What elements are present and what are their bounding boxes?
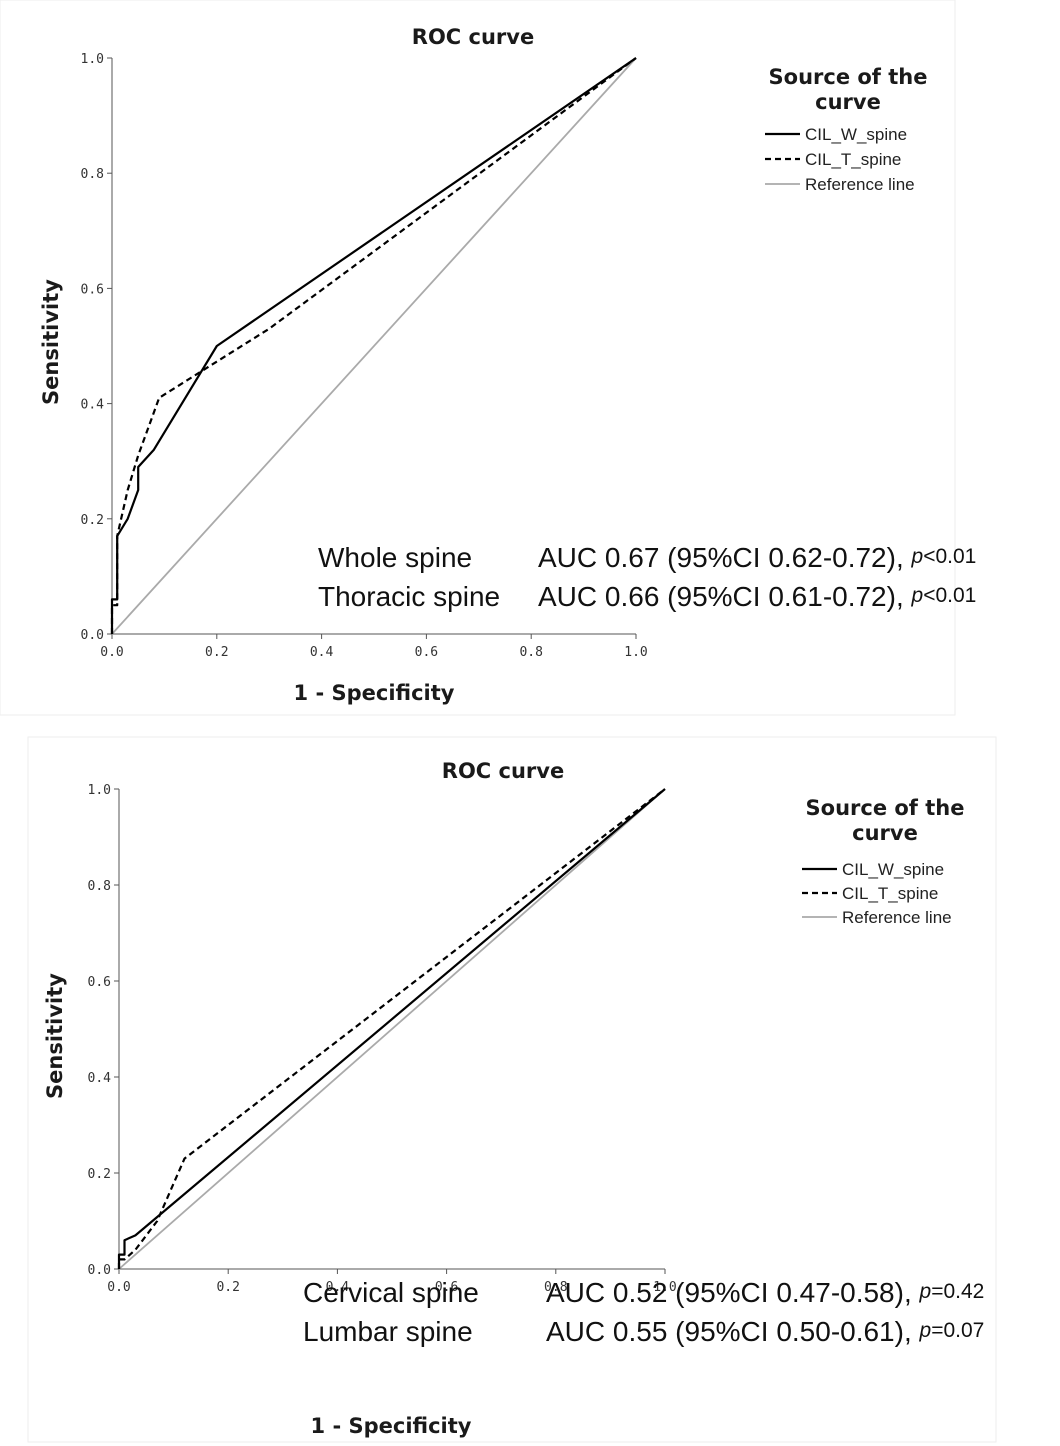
roc-chart-1: ROC curve 0.0 0.2 0.4 0.6 0.8 1.0 0.0 0.2 0.4 0.6 0…	[39, 25, 976, 705]
annotation-auc-text: AUC 0.52 (95%CI 0.47-0.58),	[546, 1277, 920, 1308]
y-tick-label: 0.2	[81, 513, 104, 528]
series-line-cil-w-spine	[110, 57, 637, 634]
legend-entry-label: CIL_T_spine	[842, 884, 938, 903]
legend-title-line-1: Source of the	[806, 796, 965, 820]
annotation-p-value: <0.01	[923, 545, 976, 568]
annotation-auc-text: AUC 0.67 (95%CI 0.62-0.72),	[538, 542, 912, 573]
x-tick-label: 0.6	[415, 645, 438, 660]
y-tick-label: 0.4	[81, 398, 105, 413]
annotation-stat: AUC 0.55 (95%CI 0.50-0.61), p=0.07	[546, 1316, 984, 1347]
annotation-p-value: <0.01	[923, 584, 976, 607]
y-axis-label: Sensitivity	[39, 279, 63, 405]
y-tick-label: 0.8	[81, 167, 104, 182]
series-line-cil-w-spine	[117, 788, 666, 1269]
series-line-reference-line	[118, 788, 666, 1270]
annotation-p-value: =0.07	[931, 1319, 984, 1342]
x-tick-label: 0.2	[216, 1280, 239, 1295]
y-tick-label: 1.0	[81, 52, 104, 67]
legend-title-line-2: curve	[852, 821, 918, 845]
legend-title-line-2: curve	[815, 90, 881, 114]
y-tick-label: 0.8	[88, 879, 111, 894]
x-tick-label: 0.0	[100, 645, 123, 660]
y-tick-label: 0.6	[81, 282, 104, 297]
annotation-p-symbol: p	[919, 1280, 932, 1303]
legend-entry-label: Reference line	[805, 175, 915, 194]
chart-title: ROC curve	[442, 759, 564, 783]
y-tick-label: 0.0	[88, 1263, 111, 1278]
series-line-cil-t-spine	[117, 788, 666, 1269]
annotation-auc-text: AUC 0.55 (95%CI 0.50-0.61),	[546, 1316, 920, 1347]
annotation-p-symbol: p	[911, 545, 924, 568]
annotation-stat: AUC 0.66 (95%CI 0.61-0.72), p<0.01	[538, 581, 976, 612]
y-axis-label: Sensitivity	[43, 973, 67, 1099]
annotation-p-value: =0.42	[931, 1280, 984, 1303]
legend-entry-label: Reference line	[842, 908, 952, 927]
annotation-stat: AUC 0.67 (95%CI 0.62-0.72), p<0.01	[538, 542, 976, 573]
annotation-label: Lumbar spine	[303, 1316, 473, 1347]
series-line-reference-line	[111, 57, 637, 635]
x-axis-label: 1 - Specificity	[294, 681, 455, 705]
y-tick-label: 0.0	[81, 628, 104, 643]
annotation-stat: AUC 0.52 (95%CI 0.47-0.58), p=0.42	[546, 1277, 984, 1308]
legend-entry-label: CIL_W_spine	[842, 860, 944, 879]
panel-frame-top	[0, 0, 956, 716]
panel-frame-bottom	[27, 736, 997, 1443]
y-tick-label: 1.0	[88, 783, 111, 798]
x-tick-label: 1.0	[653, 1280, 676, 1295]
y-tick-label: 0.4	[88, 1071, 112, 1086]
legend-entry-label: CIL_W_spine	[805, 125, 907, 144]
annotation-p-symbol: p	[911, 584, 924, 607]
x-tick-label: 0.6	[435, 1280, 458, 1295]
y-tick-label: 0.6	[88, 975, 111, 990]
x-tick-label: 0.4	[326, 1280, 350, 1295]
y-tick-label: 0.2	[88, 1167, 111, 1182]
annotation-label: Thoracic spine	[318, 581, 500, 612]
chart-title: ROC curve	[412, 25, 534, 49]
annotation-label: Cervical spine	[303, 1277, 479, 1308]
annotation-auc-text: AUC 0.66 (95%CI 0.61-0.72),	[538, 581, 912, 612]
x-tick-label: 0.4	[310, 645, 334, 660]
legend-entry-label: CIL_T_spine	[805, 150, 901, 169]
x-axis-label: 1 - Specificity	[311, 1414, 472, 1438]
x-tick-label: 0.2	[205, 645, 228, 660]
x-tick-label: 0.0	[107, 1280, 130, 1295]
x-tick-label: 0.8	[519, 645, 542, 660]
roc-chart-2: ROC curve 0.0 0.2 0.4 0.6 0.8 1.0 0.0 0.2 0.4 0.6 0…	[43, 759, 984, 1438]
legend-title-line-1: Source of the	[769, 65, 928, 89]
series-line-cil-t-spine	[110, 57, 637, 634]
annotation-label: Whole spine	[318, 542, 472, 573]
annotation-p-symbol: p	[919, 1319, 932, 1342]
x-tick-label: 1.0	[624, 645, 647, 660]
x-tick-label: 0.8	[544, 1280, 567, 1295]
